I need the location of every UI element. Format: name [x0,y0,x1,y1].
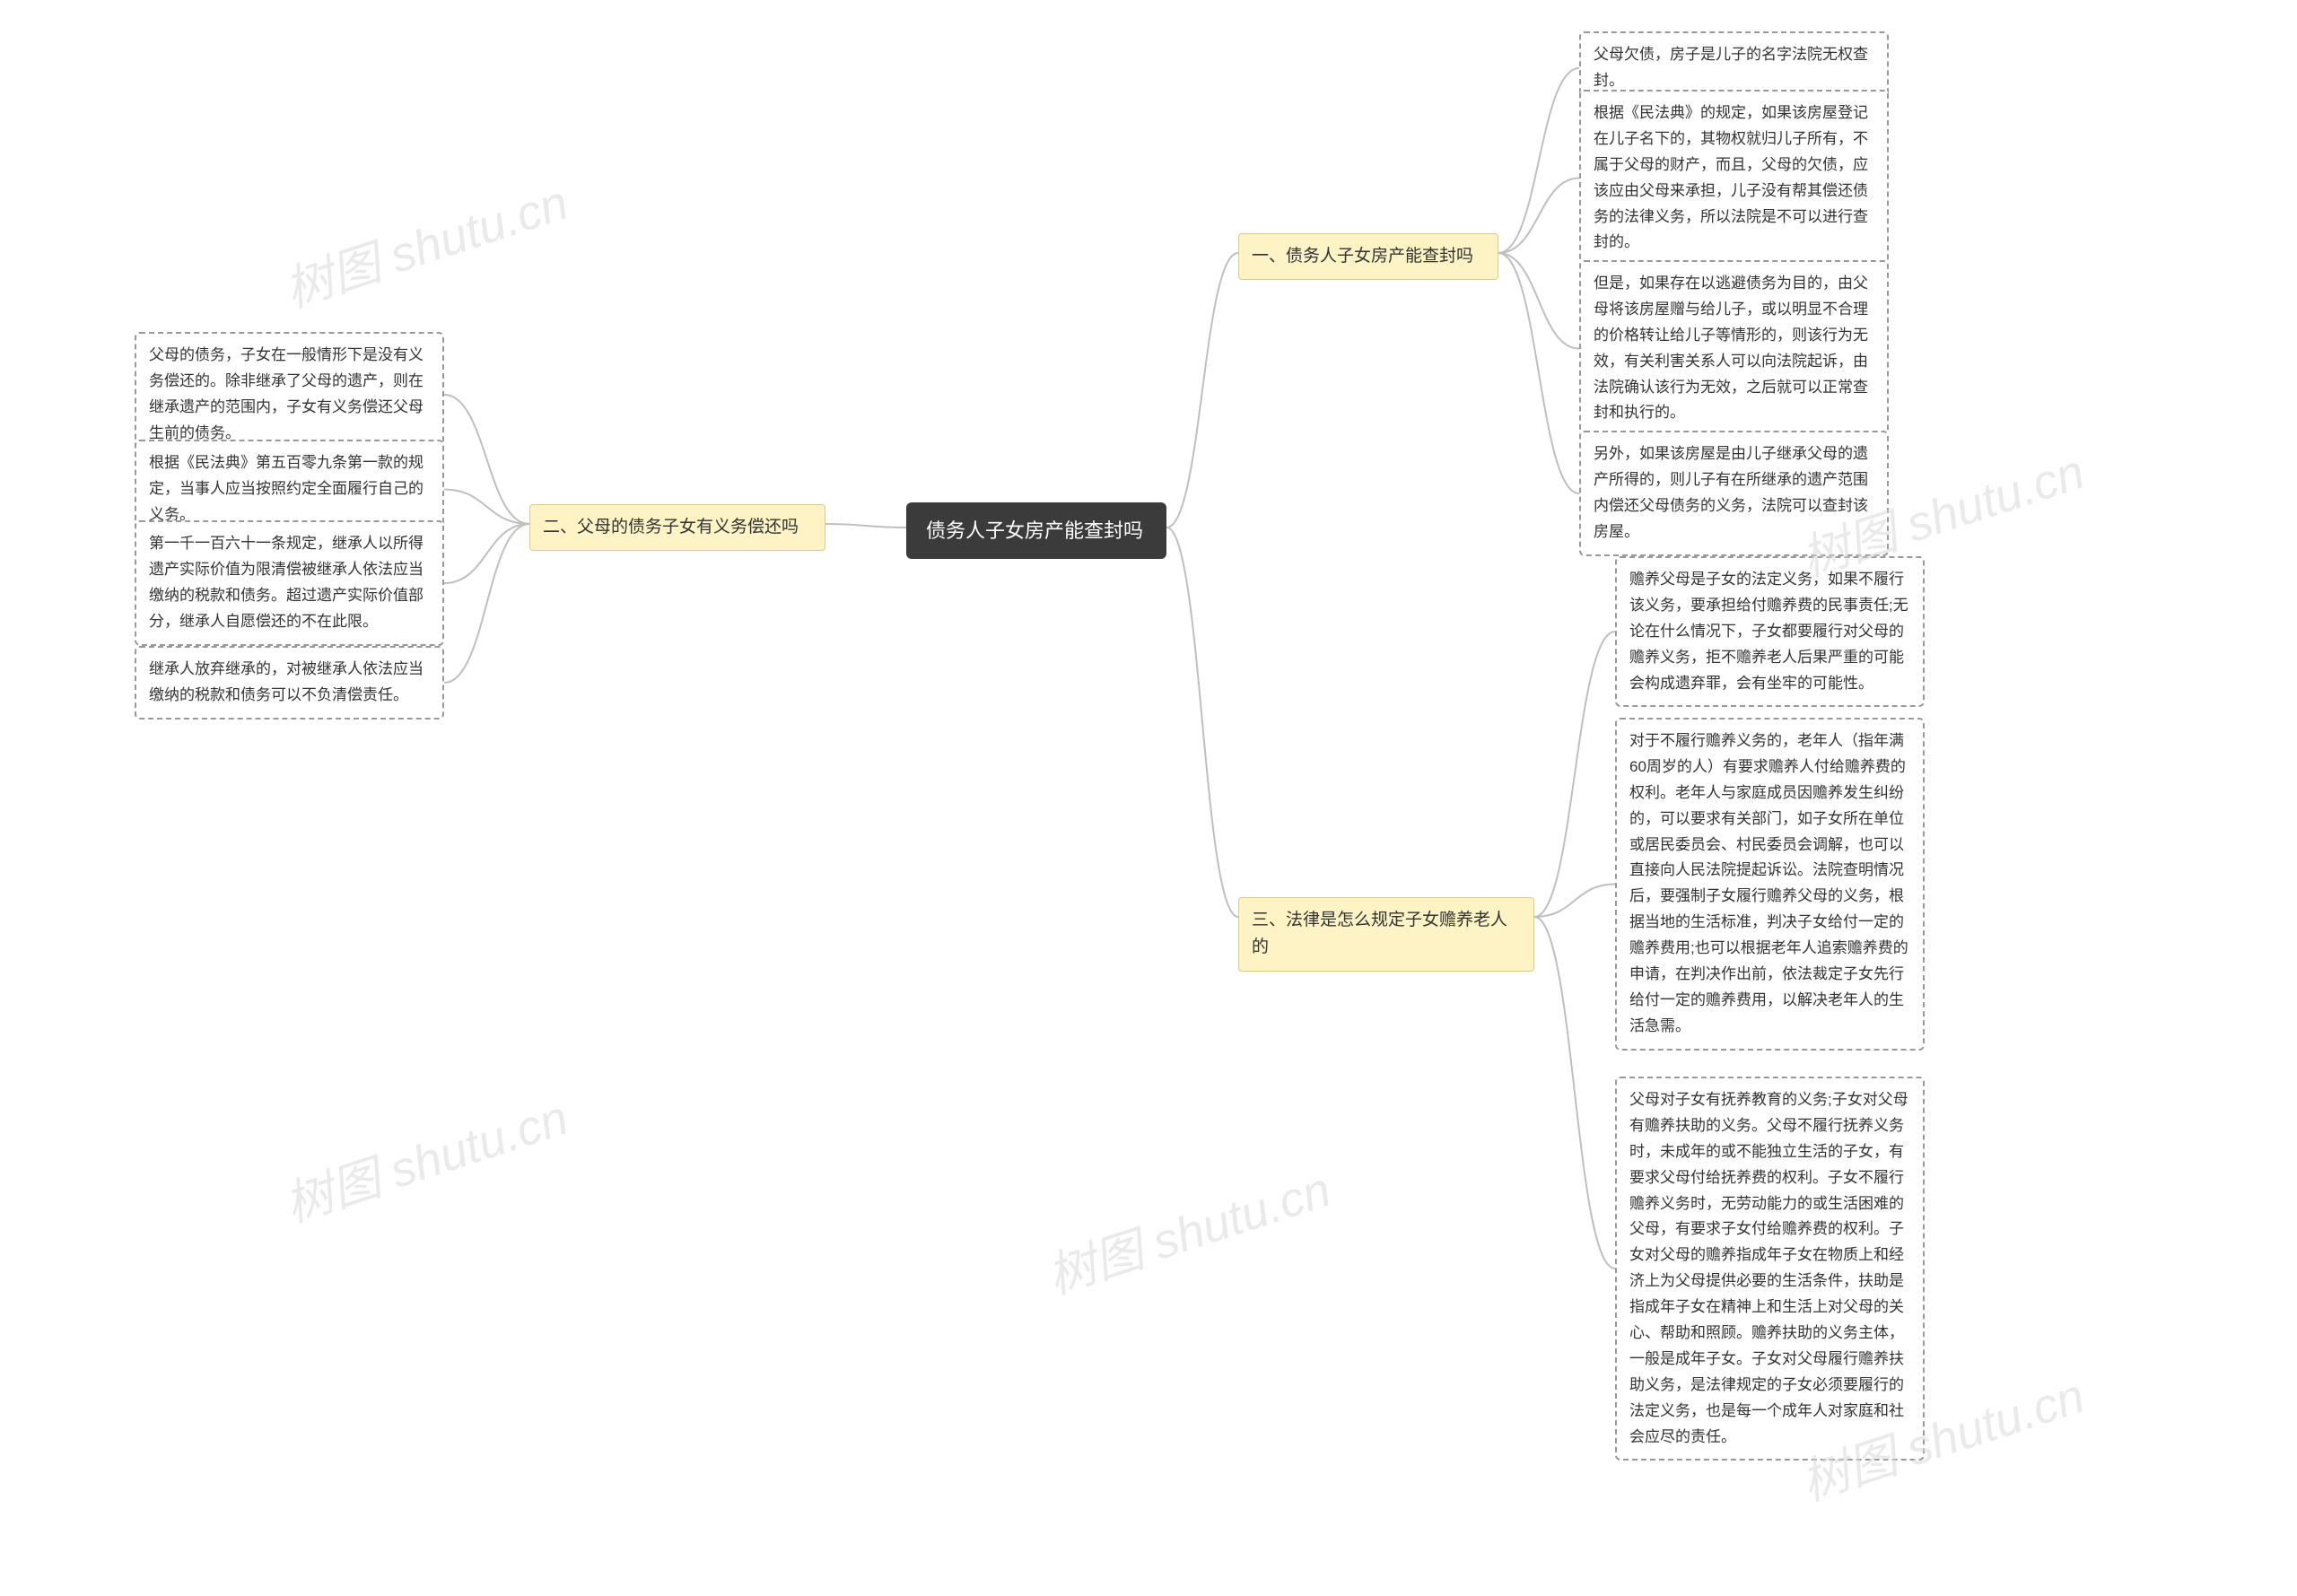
leaf-node: 另外，如果该房屋是由儿子继承父母的遗产所得的，则儿子有在所继承的遗产范围内偿还父… [1579,431,1889,556]
branch-b3[interactable]: 三、法律是怎么规定子女赡养老人的 [1238,897,1534,972]
root-node[interactable]: 债务人子女房产能查封吗 [906,502,1166,559]
leaf-node: 对于不履行赡养义务的，老年人（指年满60周岁的人）有要求赡养人付给赡养费的权利。… [1615,718,1925,1051]
watermark: 树图 shutu.cn [1037,1149,1339,1307]
leaf-text: 第一千一百六十一条规定，继承人以所得遗产实际价值为限清偿被继承人依法应当缴纳的税… [149,535,424,630]
leaf-text: 继承人放弃继承的，对被继承人依法应当缴纳的税款和债务可以不负清偿责任。 [149,660,424,703]
leaf-text: 另外，如果该房屋是由儿子继承父母的遗产所得的，则儿子有在所继承的遗产范围内偿还父… [1594,445,1868,540]
leaf-node: 根据《民法典》的规定，如果该房屋登记在儿子名下的，其物权就归儿子所有，不属于父母… [1579,90,1889,266]
root-label: 债务人子女房产能查封吗 [926,519,1143,542]
leaf-node: 继承人放弃继承的，对被继承人依法应当缴纳的税款和债务可以不负清偿责任。 [135,646,444,720]
watermark: 树图 shutu.cn [275,1077,576,1235]
leaf-text: 赡养父母是子女的法定义务，如果不履行该义务，要承担给付赡养费的民事责任;无论在什… [1629,571,1908,692]
branch-b2[interactable]: 二、父母的债务子女有义务偿还吗 [529,504,825,551]
leaf-text: 父母的债务，子女在一般情形下是没有义务偿还的。除非继承了父母的遗产，则在继承遗产… [149,346,424,441]
leaf-text: 父母欠债，房子是儿子的名字法院无权查封。 [1594,46,1868,89]
leaf-node: 父母的债务，子女在一般情形下是没有义务偿还的。除非继承了父母的遗产，则在继承遗产… [135,332,444,458]
leaf-text: 但是，如果存在以逃避债务为目的，由父母将该房屋赠与给儿子，或以明显不合理的价格转… [1594,275,1868,421]
branch-label: 二、父母的债务子女有义务偿还吗 [543,518,799,536]
leaf-node: 第一千一百六十一条规定，继承人以所得遗产实际价值为限清偿被继承人依法应当缴纳的税… [135,520,444,646]
branch-b1[interactable]: 一、债务人子女房产能查封吗 [1238,233,1498,280]
leaf-node: 赡养父母是子女的法定义务，如果不履行该义务，要承担给付赡养费的民事责任;无论在什… [1615,556,1925,707]
watermark: 树图 shutu.cn [275,162,576,320]
leaf-text: 根据《民法典》的规定，如果该房屋登记在儿子名下的，其物权就归儿子所有，不属于父母… [1594,104,1868,250]
branch-label: 一、债务人子女房产能查封吗 [1252,247,1473,266]
leaf-node: 但是，如果存在以逃避债务为目的，由父母将该房屋赠与给儿子，或以明显不合理的价格转… [1579,260,1889,437]
leaf-text: 根据《民法典》第五百零九条第一款的规定，当事人应当按照约定全面履行自己的义务。 [149,454,424,523]
leaf-node: 父母对子女有抚养教育的义务;子女对父母有赡养扶助的义务。父母不履行抚养义务时，未… [1615,1077,1925,1461]
leaf-text: 对于不履行赡养义务的，老年人（指年满60周岁的人）有要求赡养人付给赡养费的权利。… [1629,732,1908,1034]
leaf-text: 父母对子女有抚养教育的义务;子女对父母有赡养扶助的义务。父母不履行抚养义务时，未… [1629,1091,1908,1445]
connector-layer [0,0,2297,1596]
branch-label: 三、法律是怎么规定子女赡养老人的 [1252,911,1507,956]
